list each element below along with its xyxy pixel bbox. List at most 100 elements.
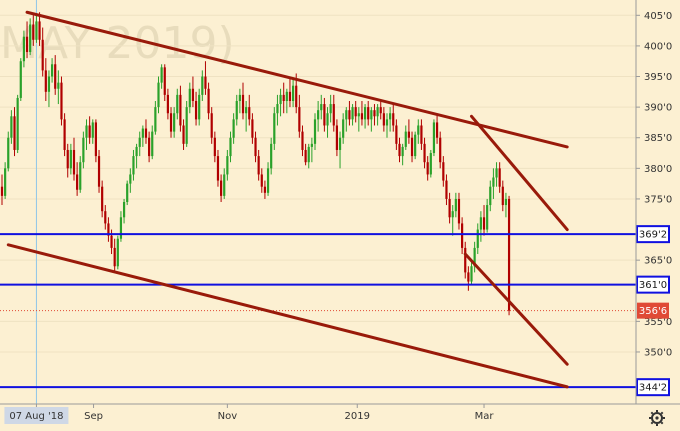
candle-body — [0, 186, 4, 196]
x-tick-label: Nov — [218, 411, 238, 422]
candle — [138, 131, 141, 157]
candle — [182, 119, 185, 150]
candle — [22, 30, 26, 68]
candle-body — [248, 107, 251, 120]
candle-body — [213, 137, 216, 157]
candle-body — [220, 180, 223, 196]
gear-icon[interactable] — [649, 410, 665, 426]
candle — [392, 104, 395, 132]
candle-body — [66, 149, 69, 169]
candle-body — [285, 91, 288, 101]
candle — [370, 107, 373, 132]
candle — [132, 149, 135, 181]
candle-body — [504, 198, 508, 206]
candle-body — [298, 107, 301, 132]
candle-body — [166, 94, 169, 114]
candle — [210, 107, 213, 144]
trend-lines[interactable] — [6, 10, 569, 389]
candle-body — [282, 94, 285, 101]
candle — [376, 104, 379, 126]
candle — [445, 174, 448, 206]
candle — [25, 21, 29, 59]
candle-body — [19, 61, 22, 98]
price-tags: 369'2 361'0 344'2 356'6 — [636, 225, 670, 397]
candle-body — [354, 107, 357, 117]
candle — [464, 241, 467, 279]
candle-body — [426, 162, 429, 175]
candle — [166, 88, 169, 120]
candle-body — [169, 113, 173, 132]
candle-body — [88, 125, 91, 138]
candle-body — [207, 88, 210, 114]
candle — [135, 143, 138, 169]
candle — [223, 168, 226, 199]
candle-body — [101, 186, 104, 212]
candle-body — [129, 174, 132, 184]
candle — [395, 119, 398, 150]
candle — [448, 192, 451, 224]
candle — [498, 162, 501, 193]
candle — [288, 76, 292, 108]
trend-line[interactable] — [6, 243, 569, 389]
horizontal-levels[interactable] — [0, 233, 636, 389]
candle-body — [82, 137, 85, 163]
candle-body — [435, 122, 439, 138]
trend-line[interactable] — [463, 252, 569, 366]
candle-body — [329, 104, 332, 114]
y-tick-label: 355'0 — [644, 317, 672, 328]
candle — [432, 119, 436, 157]
candle-body — [498, 168, 501, 187]
candle-body — [313, 119, 317, 144]
trend-line[interactable] — [470, 114, 569, 232]
candle-body — [69, 149, 72, 169]
candle-body — [301, 131, 304, 150]
candle — [169, 107, 173, 138]
candle-body — [389, 113, 392, 120]
candle — [198, 88, 201, 126]
candle-body — [191, 88, 195, 101]
candle — [495, 162, 498, 187]
candle-body — [185, 107, 188, 144]
candle — [407, 119, 410, 144]
candle — [188, 82, 191, 114]
candle-body — [229, 137, 232, 157]
candle — [279, 88, 282, 117]
candle-body — [357, 113, 360, 117]
candle-body — [348, 110, 351, 120]
candle — [479, 211, 482, 242]
settings-button[interactable] — [640, 405, 680, 431]
candle — [270, 137, 273, 175]
candle — [476, 223, 479, 255]
candle — [82, 131, 85, 169]
candle — [492, 168, 495, 199]
level-price-tag — [636, 225, 670, 244]
candle-body — [489, 186, 492, 206]
candle-body — [160, 67, 163, 83]
candle-body — [223, 174, 226, 196]
candle-body — [410, 137, 414, 157]
candle-body — [94, 122, 97, 157]
x-tick-label: Mar — [475, 411, 495, 422]
candle — [16, 94, 19, 154]
candle — [417, 119, 420, 144]
candle-body — [245, 107, 248, 114]
candle-body — [342, 119, 345, 138]
candle — [307, 143, 310, 169]
candle — [429, 149, 432, 178]
candle-body — [461, 223, 464, 248]
candle — [486, 198, 489, 233]
level-price-tag — [636, 378, 670, 397]
candle — [338, 131, 342, 169]
level-price-label: 361'0 — [639, 280, 667, 291]
candle-body — [126, 183, 129, 202]
candle — [404, 125, 407, 150]
candle — [185, 101, 188, 147]
candle-body — [204, 76, 207, 89]
y-tick-label: 380'0 — [644, 164, 672, 175]
candle-body — [279, 94, 282, 105]
candle-body — [41, 39, 44, 71]
candle — [32, 15, 35, 46]
y-tick-label: 400'0 — [644, 41, 672, 52]
candle — [291, 79, 295, 108]
